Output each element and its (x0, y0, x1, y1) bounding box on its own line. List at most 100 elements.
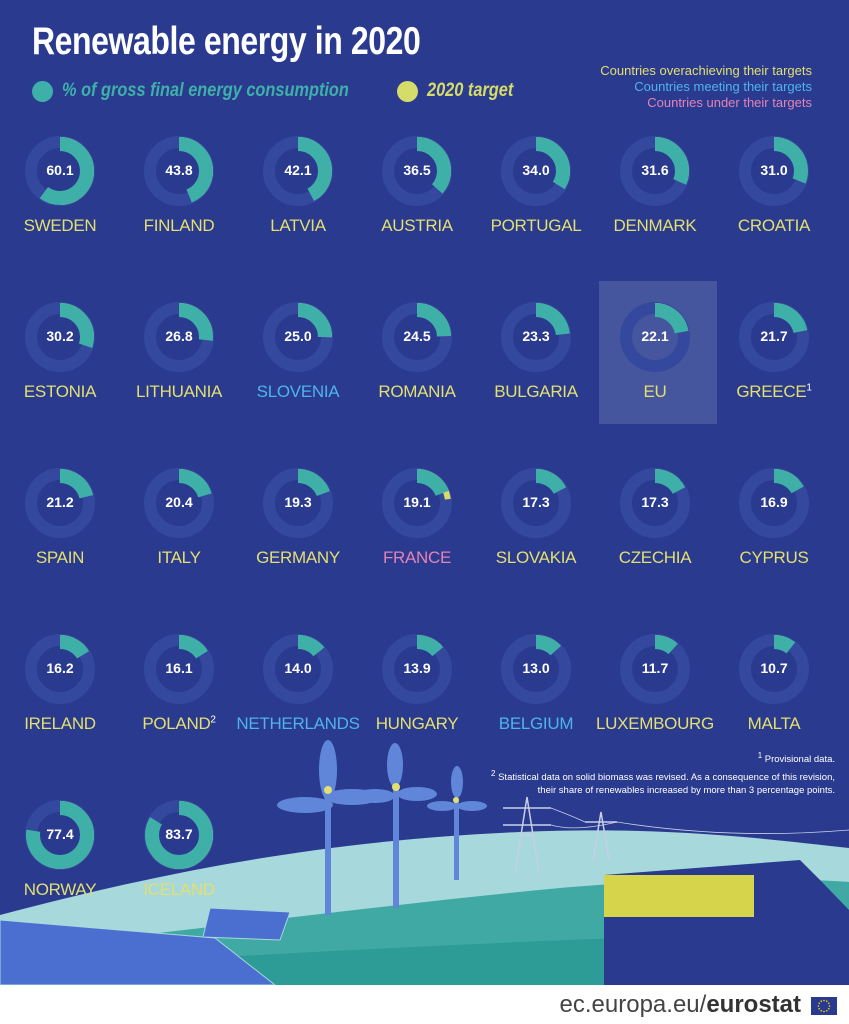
country-label: PORTUGAL (490, 216, 582, 235)
value-label: 36.5 (403, 162, 431, 178)
country-name-slovenia: SLOVENIA (223, 382, 373, 402)
country-label: FINLAND (143, 216, 215, 235)
share-arc (26, 635, 94, 703)
donut-czechia: 17.3 (617, 465, 693, 541)
donut-chart-latvia (263, 136, 333, 206)
page-title: Renewable energy in 2020 (32, 20, 421, 63)
share-arc (621, 635, 689, 703)
donut-poland: 16.1 (141, 631, 217, 707)
value-label: 23.3 (522, 328, 550, 344)
share-arc (383, 303, 451, 371)
share-arc (621, 303, 689, 371)
country-name-slovakia: SLOVAKIA (461, 548, 611, 568)
legend-target-swatch (397, 81, 418, 102)
donut-lithuania: 26.8 (141, 299, 217, 375)
value-label: 10.7 (760, 660, 788, 676)
country-name-netherlands: NETHERLANDS (223, 714, 373, 734)
value-label: 19.3 (284, 494, 312, 510)
donut-chart-croatia (739, 136, 809, 206)
share-arc (383, 469, 451, 537)
country-name-bulgaria: BULGARIA (461, 382, 611, 402)
value-label: 16.1 (165, 660, 193, 676)
country-name-greece: GREECE1 (699, 382, 849, 402)
country-label: GERMANY (256, 548, 340, 567)
donut-eu: 22.1 (617, 299, 693, 375)
value-label: 31.6 (641, 162, 669, 178)
value-label: 21.7 (760, 328, 788, 344)
value-label: 26.8 (165, 328, 193, 344)
donut-hungary: 13.9 (379, 631, 455, 707)
share-arc (740, 137, 808, 205)
donut-finland: 43.8 (141, 133, 217, 209)
value-label: 34.0 (522, 162, 550, 178)
country-label: BULGARIA (494, 382, 578, 401)
donut-belgium: 13.0 (498, 631, 574, 707)
country-name-eu: EU (580, 382, 730, 402)
legend-share-swatch (32, 81, 53, 102)
country-name-italy: ITALY (104, 548, 254, 568)
donut-luxembourg: 11.7 (617, 631, 693, 707)
country-label: NETHERLANDS (236, 714, 360, 733)
donut-chart-germany (263, 468, 333, 538)
country-name-poland: POLAND2 (104, 714, 254, 734)
legend-share-label: % of gross final energy consumption (62, 80, 349, 101)
country-label: DENMARK (613, 216, 697, 235)
value-label: 30.2 (46, 328, 74, 344)
value-label: 16.2 (46, 660, 74, 676)
donut-sweden: 60.1 (22, 133, 98, 209)
share-arc (26, 303, 94, 371)
value-label: 42.1 (284, 162, 312, 178)
country-name-lithuania: LITHUANIA (104, 382, 254, 402)
footer-link[interactable]: ec.europa.eu/eurostat (559, 991, 801, 1018)
country-label: LATVIA (270, 216, 326, 235)
donut-slovakia: 17.3 (498, 465, 574, 541)
country-name-belgium: BELGIUM (461, 714, 611, 734)
donut-chart-slovenia (263, 302, 333, 372)
donut-bulgaria: 23.3 (498, 299, 574, 375)
share-arc (264, 469, 332, 537)
value-label: 14.0 (284, 660, 312, 676)
donut-ireland: 16.2 (22, 631, 98, 707)
value-label: 13.0 (522, 660, 550, 676)
footnote-2: 2 Statistical data on solid biomass was … (491, 769, 835, 797)
key-under: Countries under their targets (647, 95, 812, 110)
donut-france: 19.1 (379, 465, 455, 541)
country-label: CYPRUS (739, 548, 809, 567)
value-label: 31.0 (760, 162, 788, 178)
country-label: IRELAND (24, 714, 96, 733)
country-label: NORWAY (23, 880, 97, 899)
donut-chart-lithuania (144, 302, 214, 372)
country-label: SLOVENIA (256, 382, 340, 401)
donut-cyprus: 16.9 (736, 465, 812, 541)
donut-chart-sweden (25, 136, 95, 206)
country-label: GREECE (736, 382, 807, 401)
share-arc (502, 137, 570, 205)
country-label: FRANCE (382, 548, 452, 567)
country-label: EU (643, 382, 667, 401)
country-name-denmark: DENMARK (580, 216, 730, 236)
donut-spain: 21.2 (22, 465, 98, 541)
donut-chart-denmark (620, 136, 690, 206)
country-label: ROMANIA (378, 382, 456, 401)
donut-chart-spain (25, 468, 95, 538)
donut-norway: 77.4 (22, 797, 98, 873)
donut-chart-poland (144, 634, 214, 704)
value-label: 83.7 (165, 826, 193, 842)
donut-chart-hungary (382, 634, 452, 704)
value-label: 25.0 (284, 328, 312, 344)
share-arc (264, 303, 332, 371)
share-arc (145, 801, 213, 869)
country-label: ITALY (157, 548, 201, 567)
value-label: 19.1 (403, 494, 431, 510)
country-name-sweden: SWEDEN (0, 216, 135, 236)
donut-greece: 21.7 (736, 299, 812, 375)
country-label: ESTONIA (23, 382, 97, 401)
footnote-mark: 2 (210, 714, 216, 726)
country-name-czechia: CZECHIA (580, 548, 730, 568)
value-label: 60.1 (46, 162, 74, 178)
share-arc (264, 137, 332, 205)
donut-iceland: 83.7 (141, 797, 217, 873)
value-label: 77.4 (46, 826, 74, 842)
value-label: 17.3 (522, 494, 550, 510)
donut-portugal: 34.0 (498, 133, 574, 209)
